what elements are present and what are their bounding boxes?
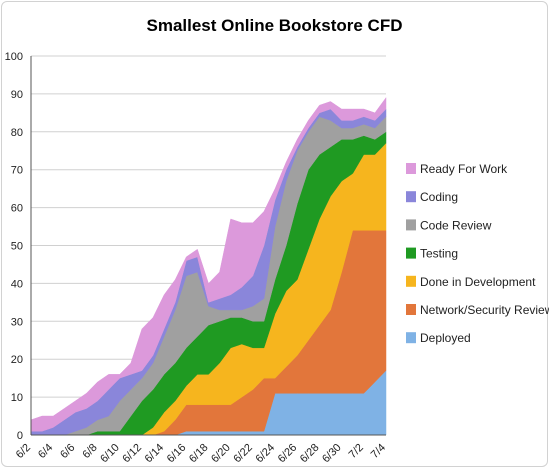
stacked-areas — [30, 96, 387, 436]
x-tick-label: 6/12 — [120, 442, 144, 466]
y-tick-label: 60 — [11, 203, 23, 215]
legend: Ready For Work Coding Code Review Testing Do… — [406, 162, 549, 345]
y-tick-label: 80 — [11, 127, 23, 139]
x-tick-label: 6/2 — [14, 442, 33, 461]
legend-swatch — [406, 163, 416, 174]
legend-label: Network/Security Review — [420, 303, 549, 317]
x-tick-label: 6/26 — [276, 442, 300, 466]
chart-title: Smallest Online Bookstore CFD — [146, 16, 403, 35]
legend-label: Done in Development — [420, 275, 536, 289]
y-tick-label: 90 — [11, 89, 23, 101]
legend-label: Testing — [420, 247, 458, 261]
legend-swatch — [406, 247, 416, 259]
x-tick-label: 6/20 — [209, 442, 233, 466]
x-tick-label: 6/24 — [254, 442, 278, 466]
x-tick-label: 6/28 — [298, 442, 322, 466]
x-tick-label: 6/16 — [165, 442, 189, 466]
y-tick-label: 70 — [11, 165, 23, 177]
x-tick-label: 6/22 — [231, 442, 255, 466]
x-tick-label: 6/10 — [98, 442, 122, 466]
y-tick-label: 10 — [11, 392, 23, 404]
legend-swatch — [406, 219, 416, 231]
x-tick-label: 6/18 — [187, 442, 211, 466]
x-tick-label: 6/6 — [58, 442, 77, 461]
legend-label: Deployed — [420, 331, 471, 345]
x-tick-label: 6/4 — [36, 442, 55, 461]
y-tick-label: 20 — [11, 354, 23, 366]
legend-swatch — [406, 191, 416, 203]
x-tick-label: 6/30 — [320, 442, 344, 466]
legend-swatch — [406, 275, 416, 287]
x-tick-label: 7/4 — [369, 442, 388, 461]
legend-label: Ready For Work — [420, 162, 508, 176]
legend-label: Coding — [420, 190, 458, 204]
y-tick-label: 100 — [5, 51, 23, 63]
y-tick-label: 40 — [11, 278, 23, 290]
legend-label: Code Review — [420, 218, 492, 232]
x-tick-label: 6/8 — [80, 442, 99, 461]
y-tick-label: 50 — [11, 241, 23, 253]
x-tick-label: 6/14 — [143, 442, 167, 466]
y-tick-label: 30 — [11, 316, 23, 328]
x-tick-label: 7/2 — [347, 442, 366, 461]
legend-swatch — [406, 332, 416, 344]
legend-swatch — [406, 304, 416, 315]
y-tick-label: 0 — [17, 430, 23, 442]
area-ready-for-work — [30, 96, 387, 432]
